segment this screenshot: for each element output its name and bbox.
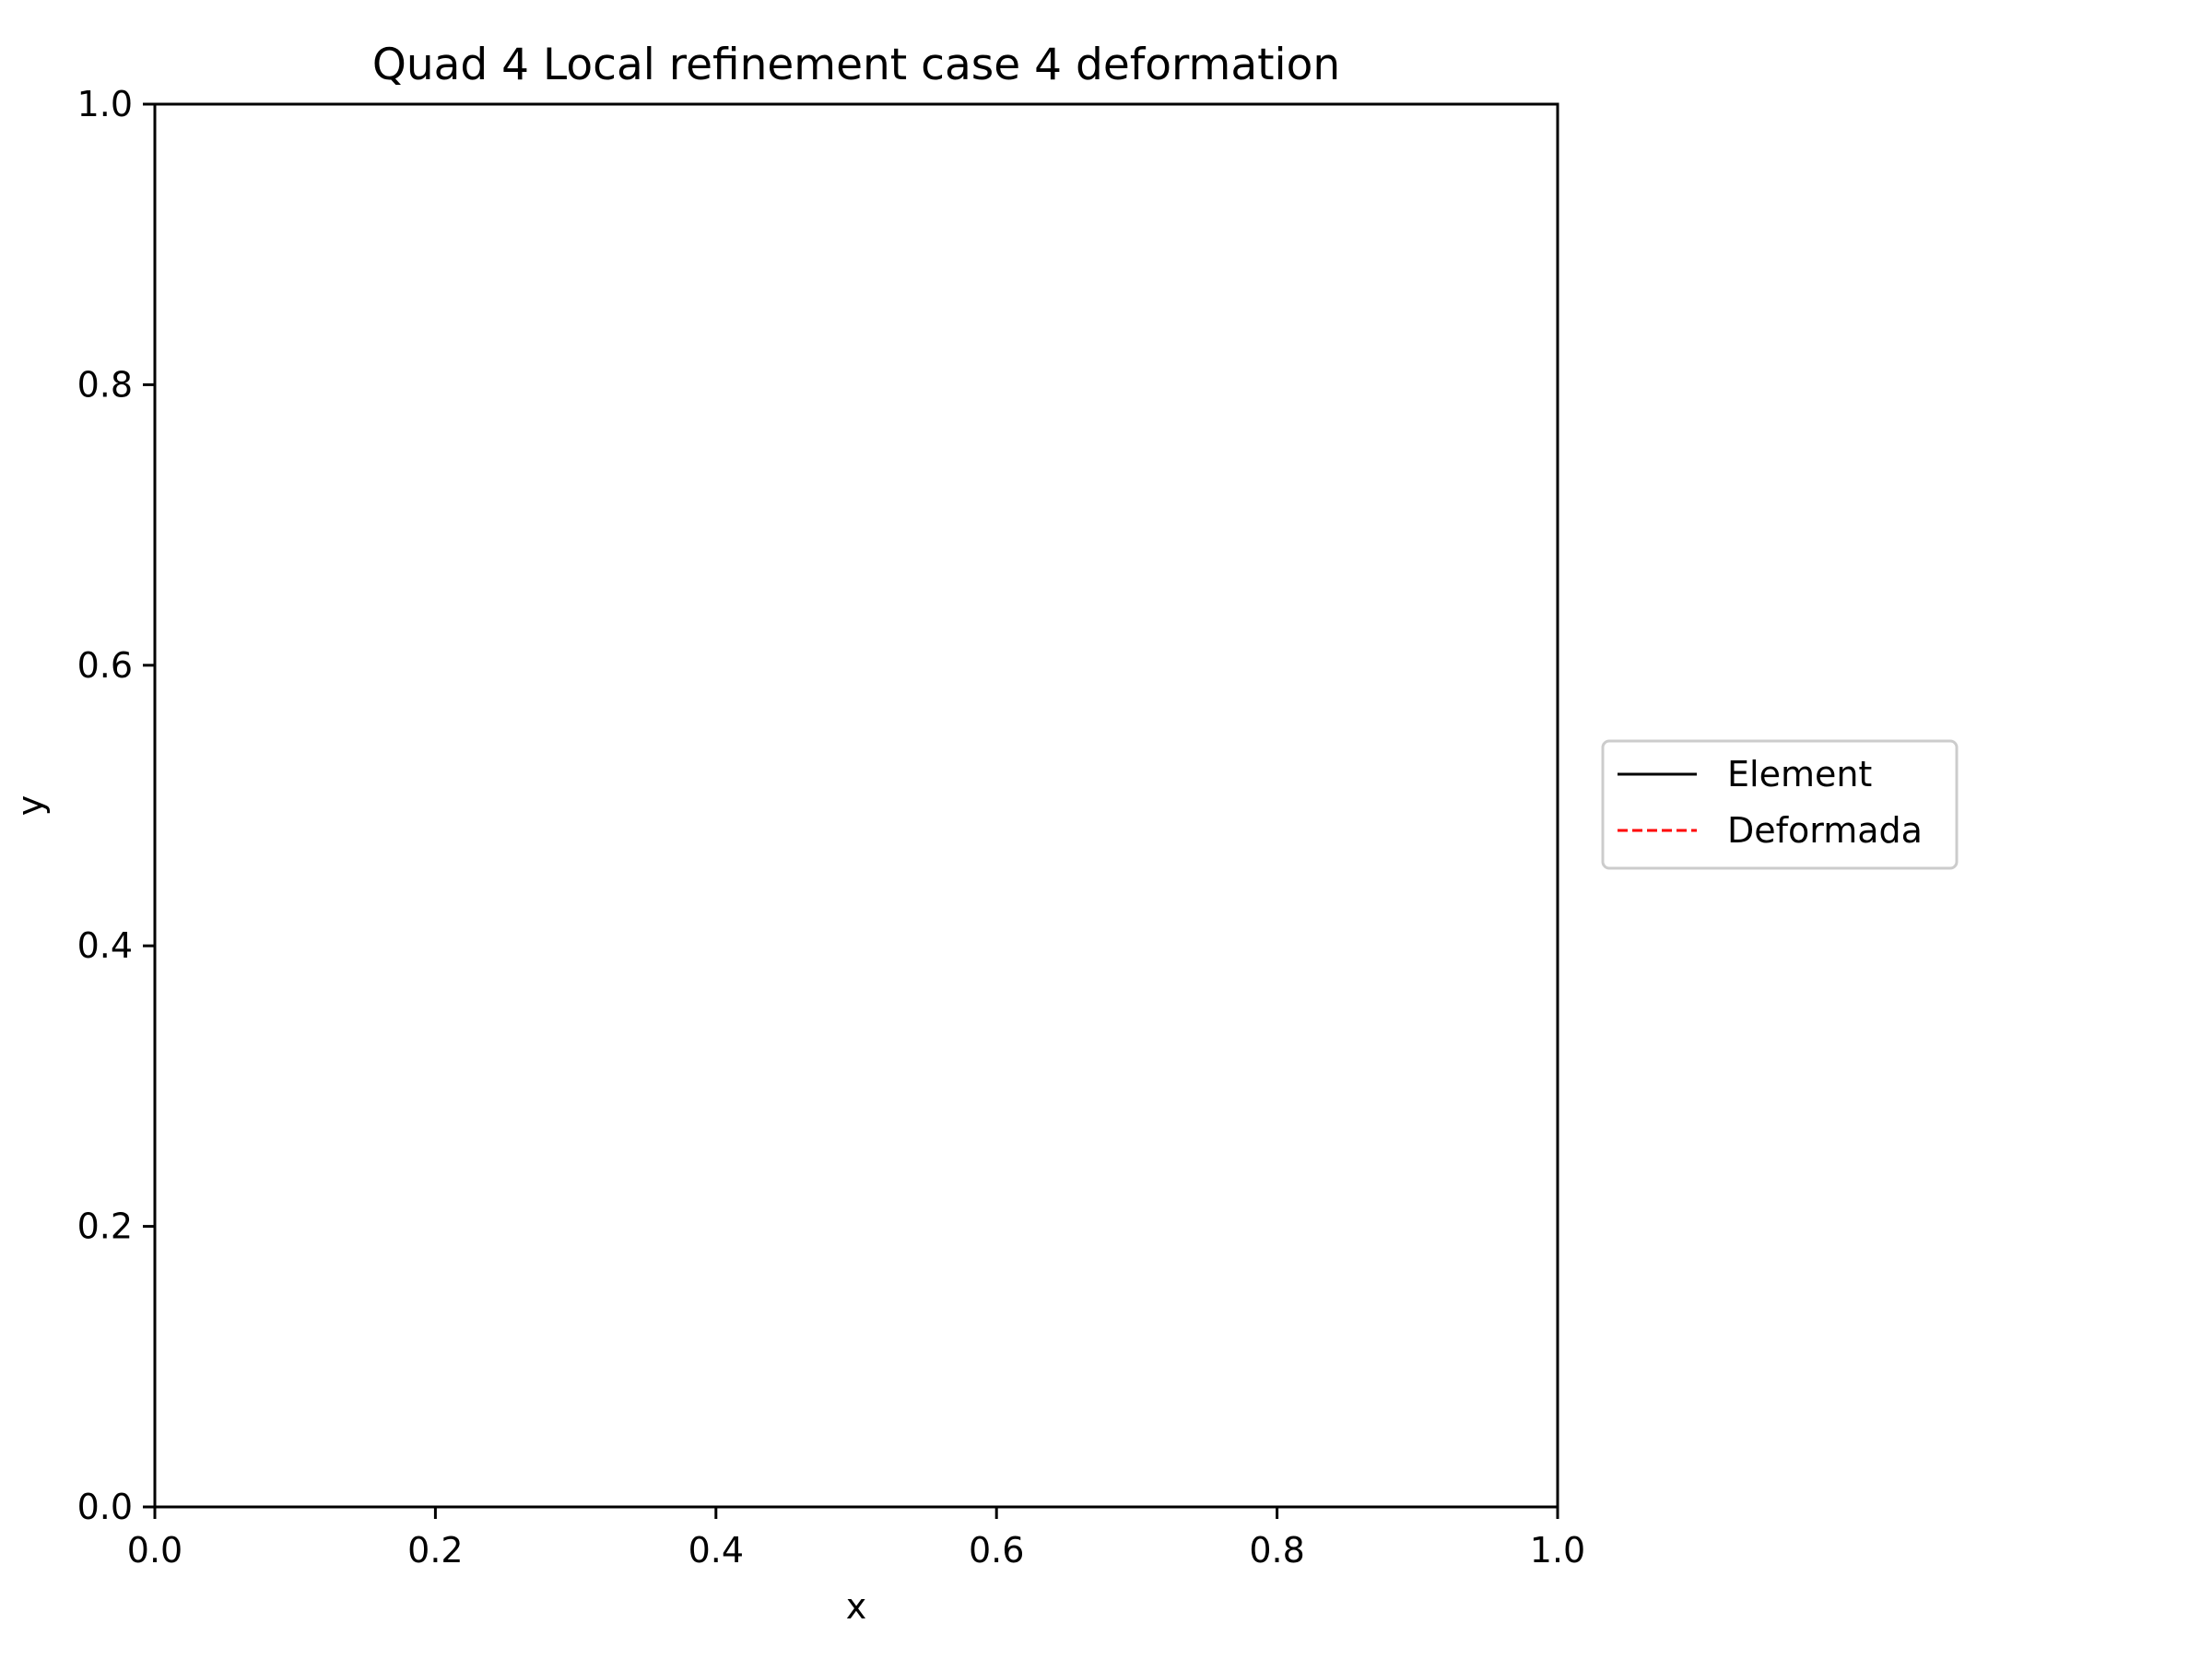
legend: Element Deformada — [1601, 739, 1959, 870]
x-tick-label: 0.8 — [1249, 1530, 1304, 1571]
y-axis-label: y — [10, 795, 51, 817]
chart-title: Quad 4 Local refinement case 4 deformati… — [372, 40, 1340, 90]
plot-area — [153, 102, 1559, 1509]
x-tick-label: 0.0 — [127, 1530, 182, 1571]
x-tick-label: 0.6 — [969, 1530, 1024, 1571]
y-tick-label: 0.2 — [77, 1206, 133, 1247]
x-tick-label: 0.2 — [407, 1530, 463, 1571]
y-tick-label: 0.6 — [77, 645, 133, 686]
x-axis-label: x — [846, 1586, 867, 1627]
x-tick-label: 0.4 — [688, 1530, 744, 1571]
x-tick-label: 1.0 — [1530, 1530, 1585, 1571]
y-tick-label: 0.8 — [77, 364, 133, 405]
y-tick-label: 0.4 — [77, 925, 133, 966]
y-axis: 0.0 0.2 0.4 0.6 0.8 1.0 — [77, 84, 155, 1527]
y-tick-label: 1.0 — [77, 84, 133, 124]
legend-element-label: Element — [1727, 754, 1872, 794]
plot-frame — [153, 102, 1559, 1509]
legend-deformada-label: Deformada — [1727, 810, 1923, 851]
y-tick-label: 0.0 — [77, 1487, 133, 1527]
x-axis: 0.0 0.2 0.4 0.6 0.8 1.0 — [127, 1507, 1585, 1571]
